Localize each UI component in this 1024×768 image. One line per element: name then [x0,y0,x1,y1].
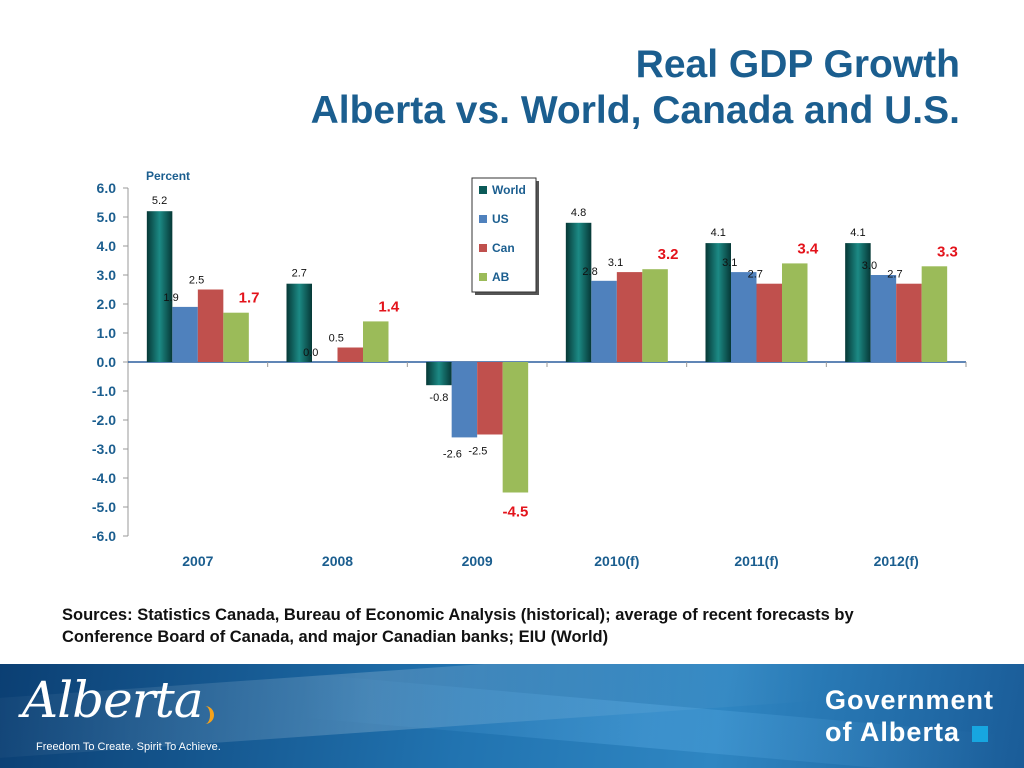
y-tick-label: 2.0 [97,296,117,312]
legend-label-ab: AB [492,270,510,284]
bar-world [146,211,173,362]
gov-line-2: of Alberta [824,717,960,747]
legend-label-us: US [492,212,509,226]
y-tick-label: -3.0 [92,441,116,457]
x-tick-label: 2011(f) [734,553,778,569]
data-label-can: 2.5 [189,275,204,287]
title-line-2: Alberta vs. World, Canada and U.S. [310,89,960,132]
data-label-world: 5.2 [152,195,167,207]
footer-banner: Alberta Freedom To Create. Spirit To Ach… [0,664,1024,768]
data-label-ab: 1.4 [378,298,400,315]
title-line-1: Real GDP Growth [635,43,960,86]
data-label-world: 4.1 [711,227,726,239]
y-tick-label: 4.0 [97,238,117,254]
data-label-us: -2.6 [443,448,462,460]
gov-line-1: Government [824,685,994,715]
bar-ab [223,312,249,362]
bar-world [426,362,452,386]
x-tick-label: 2009 [462,553,493,569]
bar-us [172,306,198,362]
bar-world [705,243,731,362]
bar-can [896,283,922,362]
y-tick-label: -1.0 [92,383,116,399]
data-label-ab: 3.2 [658,246,679,263]
y-tick-label: 0.0 [97,354,117,370]
data-label-can: 3.1 [608,257,623,269]
bar-can [337,347,363,362]
data-label-can: -2.5 [468,446,487,458]
alberta-logo[interactable]: Alberta [22,671,203,729]
data-label-world: 2.7 [292,268,307,280]
legend-swatch-world [479,186,487,194]
chart-title: Real GDP Growth Alberta vs. World, Canad… [60,42,960,134]
bar-can [756,283,782,362]
x-tick-label: 2008 [322,553,353,569]
y-axis-label: Percent [146,169,190,183]
data-label-can: 2.7 [887,269,902,281]
bar-us [591,280,617,362]
data-label-world: 4.8 [571,207,586,219]
bar-ab [502,362,529,493]
data-label-ab: -4.5 [502,504,528,521]
gdp-bar-chart: Percent 6.0 5.0 4.0 3.0 2.0 1.0 0.0 -1.0 -2.0 -3.0… [92,169,967,569]
bar-world [565,222,592,362]
x-tick-label: 2007 [182,553,213,569]
data-label-us: 3.0 [862,260,877,272]
bar-ab [642,269,668,362]
bar-us [870,275,897,362]
bar-can [197,289,224,362]
y-tick-label: -5.0 [92,499,116,515]
data-label-can: 2.7 [748,269,763,281]
bar-can [616,272,643,362]
legend-swatch-can [479,244,487,252]
bar-ab [921,266,948,362]
legend-swatch-ab [479,273,487,281]
bar-ab [782,263,808,362]
legend-label-world: World [492,183,526,197]
legend-label-can: Can [492,241,515,255]
bar-us [451,362,478,438]
bar-us [731,272,757,362]
y-tick-label: 5.0 [97,209,117,225]
data-label-us: 1.9 [163,292,178,304]
bar-ab [363,321,389,362]
data-label-us: 3.1 [722,257,737,269]
sources-note: Sources: Statistics Canada, Bureau of Ec… [62,606,854,646]
logo-swoosh-icon [196,706,214,724]
y-tick-label: 6.0 [97,180,117,196]
y-tick-label: -4.0 [92,470,116,486]
data-label-can: 0.5 [329,333,344,345]
y-tick-label: -6.0 [92,528,116,544]
data-label-ab: 3.3 [937,243,958,260]
x-tick-label: 2010(f) [594,553,639,569]
data-label-us: 0.0 [303,347,318,359]
data-label-us: 2.8 [582,266,597,278]
bar-can [477,362,503,435]
y-tick-label: 3.0 [97,267,117,283]
bar-world [845,243,871,362]
legend-swatch-us [479,215,487,223]
data-label-world: 4.1 [850,227,865,239]
logo-tagline: Freedom To Create. Spirit To Achieve. [36,741,221,753]
y-tick-label: 1.0 [97,325,117,341]
data-label-world: -0.8 [429,392,448,404]
data-label-ab: 1.7 [239,290,260,307]
x-tick-label: 2012(f) [874,553,919,569]
square-icon [971,726,988,742]
y-tick-label: -2.0 [92,412,116,428]
data-label-ab: 3.4 [797,240,819,257]
bar-world [286,283,312,362]
government-of-alberta-wordmark[interactable]: Government of Alberta [825,684,994,748]
